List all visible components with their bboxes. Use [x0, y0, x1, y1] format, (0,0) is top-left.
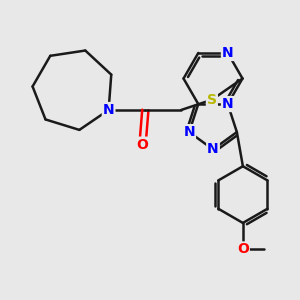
Text: S: S [207, 93, 217, 107]
Text: N: N [207, 142, 219, 156]
Text: O: O [136, 138, 148, 152]
Text: O: O [237, 242, 249, 256]
Text: N: N [222, 46, 234, 60]
Text: N: N [222, 97, 234, 111]
Text: N: N [103, 103, 114, 117]
Text: N: N [183, 125, 195, 139]
